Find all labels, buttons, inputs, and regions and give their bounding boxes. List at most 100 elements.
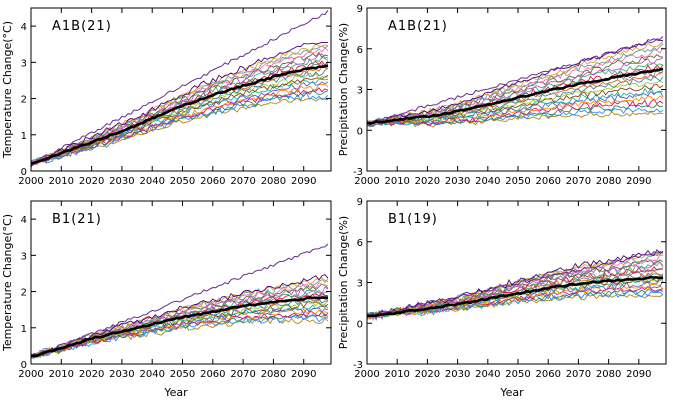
panel-title: B1(19) xyxy=(388,212,438,227)
panel-4: 2000 2010 2020 2030 2040 2050 2060 2070 2080 2090… xyxy=(337,197,667,380)
y-tick-label: -3 xyxy=(353,167,363,178)
plot-frame xyxy=(30,200,332,365)
x-tick-label: 2080 xyxy=(596,176,621,187)
x-tick-label: 2010 xyxy=(49,176,74,187)
y-tick-label: 1 xyxy=(21,131,27,142)
ensemble-line xyxy=(367,290,664,321)
ensemble-line xyxy=(31,81,329,163)
plot-frame xyxy=(30,7,332,172)
ensemble-members xyxy=(31,243,329,360)
ensemble-line xyxy=(367,95,664,127)
ensemble-members xyxy=(367,36,664,128)
y-tick-label: 3 xyxy=(357,279,363,290)
x-tick-label: 2070 xyxy=(230,176,255,187)
ensemble-line xyxy=(367,98,664,128)
ensemble-line xyxy=(31,45,329,164)
x-tick-label: 2070 xyxy=(566,369,591,380)
ensemble-line xyxy=(367,110,664,128)
ensemble-line xyxy=(31,306,329,359)
x-tick-label: 2060 xyxy=(535,369,560,380)
x-tick-label: 2070 xyxy=(230,369,255,380)
ensemble-line xyxy=(31,41,328,168)
panel-title: A1B(21) xyxy=(52,19,112,34)
x-tick-label: 2020 xyxy=(79,369,104,380)
x-tick-label: 2040 xyxy=(475,176,500,187)
x-tick-label: 2030 xyxy=(109,176,134,187)
y-tick-label: 0 xyxy=(21,167,27,178)
panel-1: 2000 2010 2020 2030 2040 2050 2060 2070 2080 2090… xyxy=(1,7,332,187)
x-tick-label: 2050 xyxy=(170,176,195,187)
x-tick-label: 2010 xyxy=(49,369,74,380)
ensemble-line xyxy=(367,249,664,316)
y-tick-label: 3 xyxy=(21,58,27,69)
ensemble-line xyxy=(31,97,329,165)
x-tick-label: 2050 xyxy=(170,369,195,380)
y-tick-label: 2 xyxy=(21,288,27,299)
panel-3: 2000 2010 2020 2030 2040 2050 2060 2070 2080 2090… xyxy=(1,200,332,380)
y-tick-label: 6 xyxy=(357,45,363,56)
y-tick-label: 0 xyxy=(357,319,363,330)
y-axis-title: Precipitation Change(%) xyxy=(337,23,350,156)
ensemble-mean-line xyxy=(367,275,664,318)
x-tick-label: 2000 xyxy=(354,176,379,187)
x-tick-label: 2050 xyxy=(505,369,530,380)
x-tick-label: 2040 xyxy=(139,369,164,380)
ensemble-line xyxy=(367,38,664,126)
panel-title: A1B(21) xyxy=(388,19,448,34)
x-axis-title-right: Year xyxy=(499,386,524,399)
x-tick-label: 2060 xyxy=(200,369,225,380)
ensemble-members xyxy=(31,10,329,168)
ensemble-mean-line xyxy=(31,296,329,358)
y-axis-title: Temperature Change(°C) xyxy=(1,21,14,159)
x-tick-label: 2060 xyxy=(535,176,560,187)
outlier-model-line xyxy=(31,243,329,357)
y-tick-label: 1 xyxy=(21,324,27,335)
ensemble-line xyxy=(31,304,329,359)
x-tick-label: 2080 xyxy=(261,176,286,187)
x-tick-label: 2000 xyxy=(354,369,379,380)
ensemble-line xyxy=(31,72,329,166)
y-axis-title: Temperature Change(°C) xyxy=(1,214,14,352)
x-tick-label: 2010 xyxy=(384,176,409,187)
y-tick-label: 0 xyxy=(357,126,363,137)
outlier-model-line xyxy=(31,10,329,165)
x-tick-label: 2090 xyxy=(291,176,316,187)
y-tick-label: 6 xyxy=(357,238,363,249)
panel-title: B1(21) xyxy=(52,212,102,227)
x-tick-label: 2030 xyxy=(445,176,470,187)
outlier-model-line xyxy=(367,251,664,317)
ensemble-line xyxy=(31,297,329,356)
x-tick-label: 2090 xyxy=(626,176,651,187)
y-tick-label: 9 xyxy=(357,197,363,208)
x-tick-label: 2020 xyxy=(415,369,440,380)
ensemble-mean-line xyxy=(31,64,329,165)
ensemble-line xyxy=(367,75,664,126)
ensemble-line xyxy=(367,86,664,126)
x-tick-label: 2080 xyxy=(261,369,286,380)
y-tick-label: 3 xyxy=(357,86,363,97)
x-tick-label: 2040 xyxy=(139,176,164,187)
x-tick-label: 2020 xyxy=(415,176,440,187)
x-tick-label: 2090 xyxy=(626,369,651,380)
x-tick-label: 2000 xyxy=(18,369,43,380)
ensemble-line xyxy=(31,75,329,163)
y-tick-label: 3 xyxy=(21,251,27,262)
x-tick-label: 2030 xyxy=(445,369,470,380)
x-tick-label: 2070 xyxy=(566,176,591,187)
y-tick-label: 9 xyxy=(357,4,363,15)
outlier-model-line xyxy=(367,36,664,125)
y-tick-label: 4 xyxy=(21,215,27,226)
ensemble-line xyxy=(367,40,664,125)
x-tick-label: 2060 xyxy=(200,176,225,187)
x-tick-label: 2090 xyxy=(291,369,316,380)
x-tick-label: 2030 xyxy=(109,369,134,380)
x-tick-label: 2080 xyxy=(596,369,621,380)
ensemble-members xyxy=(367,249,664,322)
x-axis-title-left: Year xyxy=(163,386,188,399)
x-tick-label: 2010 xyxy=(384,369,409,380)
y-tick-label: -3 xyxy=(353,360,363,371)
x-tick-label: 2000 xyxy=(18,176,43,187)
x-tick-label: 2020 xyxy=(79,176,104,187)
ensemble-line xyxy=(31,277,329,359)
